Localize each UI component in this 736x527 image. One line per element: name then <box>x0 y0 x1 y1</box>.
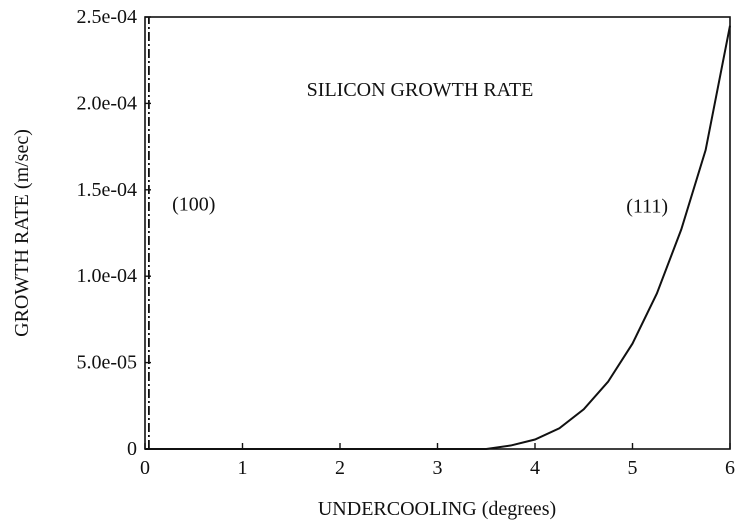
x-tick-label: 2 <box>335 457 345 479</box>
series-layer <box>145 17 731 450</box>
y-tick-label: 0 <box>127 438 137 460</box>
y-tick-label: 1.0e-04 <box>76 265 137 287</box>
chart-title: SILICON GROWTH RATE <box>307 79 534 101</box>
x-tick-label: 6 <box>725 457 735 479</box>
x-tick-label: 0 <box>140 457 150 479</box>
y-tick-label: 1.5e-04 <box>76 179 137 201</box>
y-axis-ticks: 0 5.0e-05 1.0e-04 1.5e-04 2.0e-04 2.5e-04 <box>76 6 151 460</box>
x-tick-label: 5 <box>628 457 638 479</box>
y-tick-label: 2.0e-04 <box>76 92 137 114</box>
series-111-line <box>145 25 731 450</box>
x-tick-label: 4 <box>530 457 540 479</box>
x-tick-label: 3 <box>433 457 443 479</box>
x-tick-label: 1 <box>238 457 248 479</box>
annotation-100: (100) <box>172 194 215 216</box>
annotation-111: (111) <box>626 195 668 217</box>
y-tick-label: 5.0e-05 <box>76 352 137 374</box>
x-axis-label: UNDERCOOLING (degrees) <box>318 498 556 520</box>
annotation-layer: (100) (111) <box>172 194 668 218</box>
y-tick-label: 2.5e-04 <box>76 6 137 28</box>
y-axis-label: GROWTH RATE (m/sec) <box>11 129 33 337</box>
